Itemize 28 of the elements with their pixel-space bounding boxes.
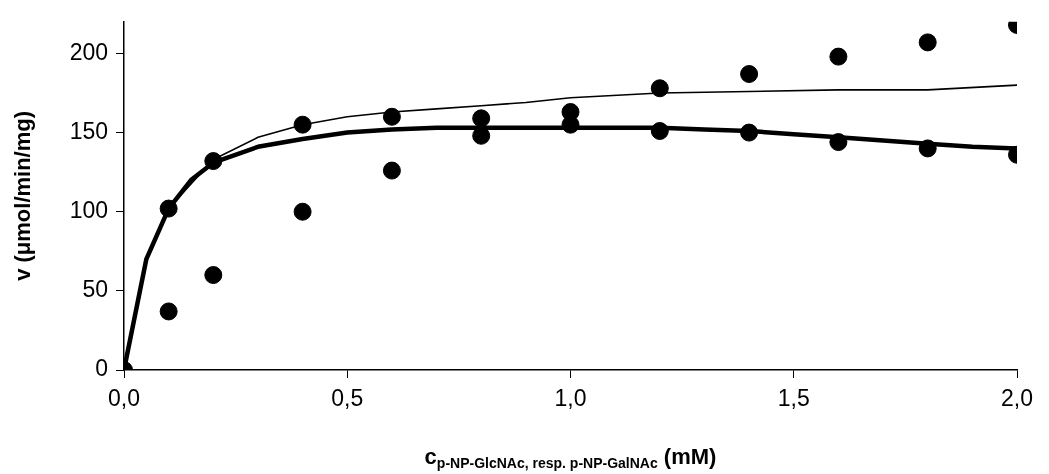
- point: [918, 33, 937, 52]
- y-tick-label: 200: [69, 38, 108, 65]
- y-axis-title: v (μmol/min/mg): [10, 110, 35, 281]
- point: [829, 47, 848, 66]
- x-tick-label: 0,0: [108, 385, 140, 412]
- y-tick-label: 50: [82, 276, 108, 303]
- point: [829, 133, 848, 152]
- x-tick-label: 0,5: [331, 385, 364, 412]
- point: [159, 302, 178, 321]
- y-tick-label: 150: [69, 117, 108, 144]
- point: [204, 152, 223, 171]
- point: [472, 109, 491, 128]
- point: [918, 139, 937, 158]
- x-tick-label: 2,0: [1001, 385, 1033, 412]
- point: [293, 202, 312, 221]
- point: [382, 107, 401, 126]
- point: [650, 122, 669, 141]
- y-tick-label: 100: [69, 197, 108, 224]
- point: [740, 65, 759, 84]
- x-tick-label: 1,0: [554, 385, 587, 412]
- x-tick-label: 1,5: [777, 385, 810, 412]
- point: [159, 199, 178, 218]
- point: [204, 266, 223, 285]
- point: [740, 123, 759, 142]
- point: [650, 79, 669, 98]
- point: [293, 115, 312, 134]
- point: [382, 161, 401, 180]
- y-tick-label: 0: [95, 355, 108, 382]
